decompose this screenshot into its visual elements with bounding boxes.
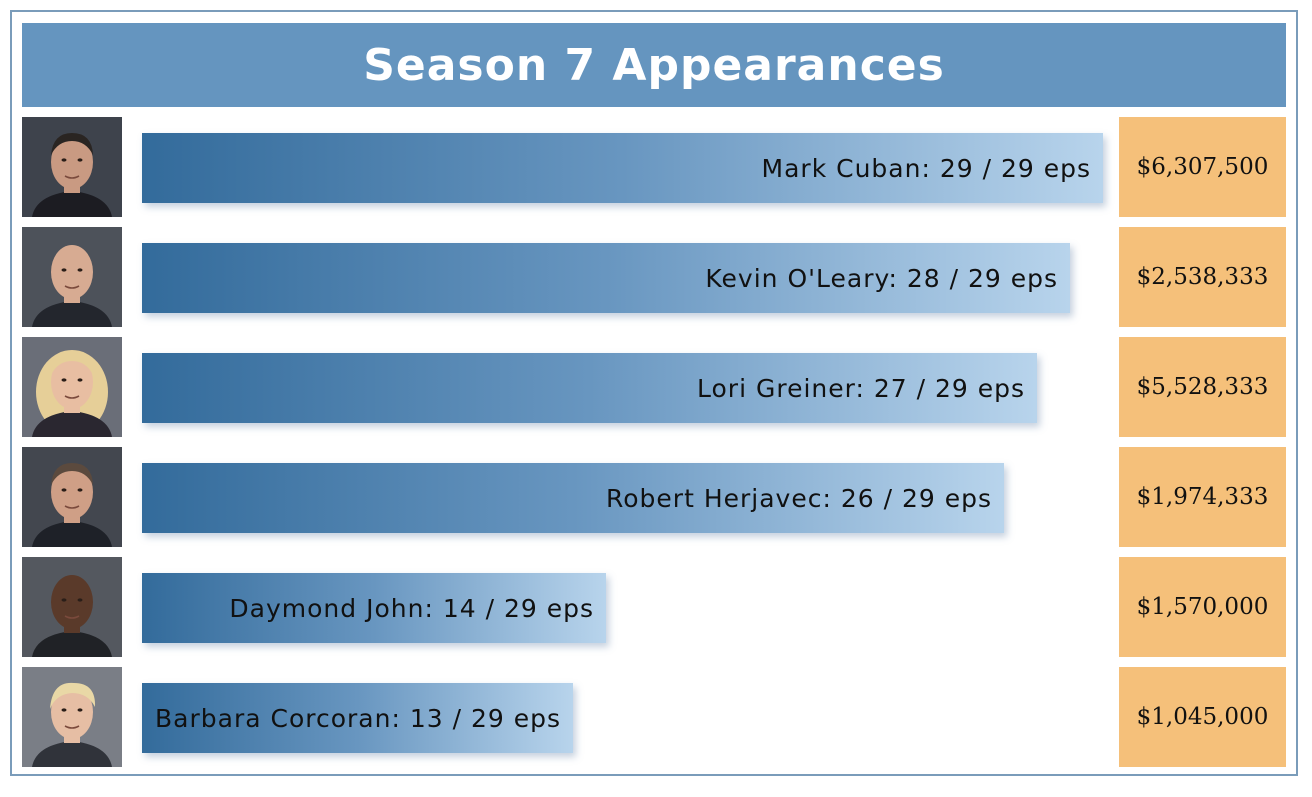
bar-label: Mark Cuban: 29 / 29 eps xyxy=(761,153,1091,183)
bar: Kevin O'Leary: 28 / 29 eps xyxy=(142,243,1070,313)
chart-title: Season 7 Appearances xyxy=(363,39,945,91)
lori-greiner-portrait xyxy=(22,337,122,437)
bar: Daymond John: 14 / 29 eps xyxy=(142,573,606,643)
amount-label: $6,307,500 xyxy=(1136,154,1269,180)
bar-label: Barbara Corcoran: 13 / 29 eps xyxy=(155,703,561,733)
chart-row: Mark Cuban: 29 / 29 eps $6,307,500 xyxy=(22,117,1286,217)
bar: Lori Greiner: 27 / 29 eps xyxy=(142,353,1037,423)
amount-label: $5,528,333 xyxy=(1136,374,1269,400)
bar: Mark Cuban: 29 / 29 eps xyxy=(142,133,1103,203)
barbara-corcoran-portrait xyxy=(22,667,122,767)
amount-label: $1,570,000 xyxy=(1136,594,1269,620)
chart-row: Kevin O'Leary: 28 / 29 eps $2,538,333 xyxy=(22,227,1286,327)
amount-box: $6,307,500 xyxy=(1119,117,1286,217)
amount-label: $2,538,333 xyxy=(1136,264,1269,290)
bar-label: Lori Greiner: 27 / 29 eps xyxy=(697,373,1025,403)
amount-box: $2,538,333 xyxy=(1119,227,1286,327)
bar: Robert Herjavec: 26 / 29 eps xyxy=(142,463,1004,533)
chart-row: Lori Greiner: 27 / 29 eps $5,528,333 xyxy=(22,337,1286,437)
bar-label: Robert Herjavec: 26 / 29 eps xyxy=(606,483,992,513)
amount-label: $1,974,333 xyxy=(1136,484,1269,510)
amount-box: $1,045,000 xyxy=(1119,667,1286,767)
chart-header: Season 7 Appearances xyxy=(22,23,1286,107)
bar-label: Daymond John: 14 / 29 eps xyxy=(229,593,594,623)
mark-cuban-portrait xyxy=(22,117,122,217)
bar-label: Kevin O'Leary: 28 / 29 eps xyxy=(705,263,1058,293)
kevin-oleary-portrait xyxy=(22,227,122,327)
daymond-john-portrait xyxy=(22,557,122,657)
amount-box: $1,570,000 xyxy=(1119,557,1286,657)
amount-box: $5,528,333 xyxy=(1119,337,1286,437)
chart-row: Daymond John: 14 / 29 eps $1,570,000 xyxy=(22,557,1286,657)
bar: Barbara Corcoran: 13 / 29 eps xyxy=(142,683,573,753)
chart-row: Robert Herjavec: 26 / 29 eps $1,974,333 xyxy=(22,447,1286,547)
chart-row: Barbara Corcoran: 13 / 29 eps $1,045,000 xyxy=(22,667,1286,767)
robert-herjavec-portrait xyxy=(22,447,122,547)
amount-box: $1,974,333 xyxy=(1119,447,1286,547)
chart-frame xyxy=(10,10,1298,776)
amount-label: $1,045,000 xyxy=(1136,704,1269,730)
